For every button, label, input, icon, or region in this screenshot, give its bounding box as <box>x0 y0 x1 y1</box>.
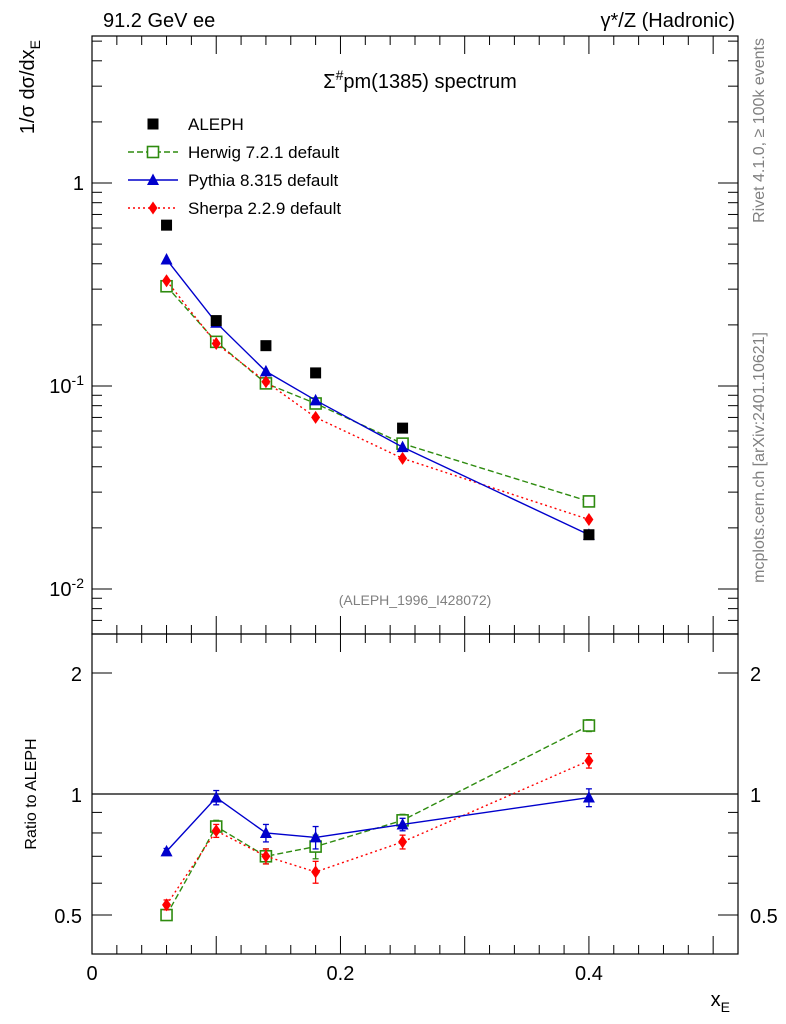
series-aleph <box>161 219 595 541</box>
header-energy-label: 91.2 GeV ee <box>103 10 215 32</box>
herwig-point <box>582 495 596 508</box>
legend-label: Pythia 8.315 default <box>188 171 339 190</box>
aleph-point <box>397 422 409 434</box>
mcplots-site-label: mcplots.cern.ch [arXiv:2401.10621] <box>751 332 768 583</box>
legend-label: Sherpa 2.2.9 default <box>188 199 341 218</box>
legend-label: ALEPH <box>188 115 244 134</box>
legend-marker <box>148 201 158 215</box>
ratio-sherpa-point <box>311 865 321 879</box>
main-y-tick-label: 1 <box>73 173 84 195</box>
chart-title: Σ#pm(1385) spectrum <box>323 67 517 93</box>
legend-marker <box>147 118 159 130</box>
ratio-y-tick-label-left: 0.5 <box>54 906 82 928</box>
legend-marker <box>146 145 160 159</box>
ratio-series-sherpa <box>162 752 594 912</box>
legend-marker <box>147 173 159 185</box>
pythia-point <box>396 440 409 453</box>
legend-entry-pythia: Pythia 8.315 default <box>128 171 339 190</box>
series-sherpa <box>162 274 594 526</box>
ratio-pythia-line <box>166 796 590 852</box>
ratio-pythia-point <box>309 830 322 843</box>
sherpa-point <box>211 336 221 350</box>
ratio-panel: Ratio to ALEPH xE 0.5 0.5 1 1 2 2 0 0.2 0.4 <box>23 633 778 1015</box>
ratio-herwig-point <box>582 719 596 732</box>
legend-entry-herwig: Herwig 7.2.1 default <box>128 143 339 162</box>
ratio-series-pythia <box>160 788 595 857</box>
sherpa-point <box>584 512 594 526</box>
sherpa-point <box>261 375 271 389</box>
ratio-sherpa-point <box>162 898 172 912</box>
pythia-line <box>165 259 590 536</box>
ratio-pythia-point <box>396 817 409 830</box>
x-tick-label: 0 <box>86 963 97 985</box>
main-y-tick-label: 10-1 <box>49 372 84 398</box>
aleph-point <box>161 219 173 231</box>
ratio-pythia-point <box>210 791 223 803</box>
aleph-point <box>310 367 322 379</box>
pythia-point <box>259 364 272 377</box>
ratio-sherpa-point <box>398 835 408 849</box>
ratio-sherpa-point <box>211 824 221 838</box>
pythia-point <box>309 393 322 406</box>
aleph-point <box>210 315 222 327</box>
main-spectrum-panel: Σ#pm(1385) spectrum (ALEPH_1996_I428072)… <box>17 35 739 635</box>
sherpa-point <box>398 451 408 465</box>
aleph-point <box>583 529 595 541</box>
legend-label: Herwig 7.2.1 default <box>188 143 339 162</box>
ratio-y-tick-label-right: 0.5 <box>750 906 778 928</box>
sherpa-point <box>162 274 172 288</box>
legend-entry-aleph: ALEPH <box>147 115 244 134</box>
ratio-pythia-point <box>582 791 595 803</box>
sherpa-line <box>165 280 590 521</box>
main-y-tick-label: 10-2 <box>49 575 84 601</box>
x-axis-label: xE <box>711 989 730 1015</box>
series-pythia <box>160 252 595 540</box>
ratio-herwig-line <box>165 724 590 916</box>
rivet-version-label: Rivet 4.1.0, ≥ 100k events <box>751 38 768 223</box>
herwig-line <box>166 285 590 503</box>
main-y-axis-label: 1/σ dσ/dxE <box>17 40 43 134</box>
ratio-y-tick-label-left: 2 <box>71 664 82 686</box>
ratio-pythia-point <box>160 844 173 857</box>
ratio-y-axis-label: Ratio to ALEPH <box>23 738 40 849</box>
ratio-y-tick-label-left: 1 <box>71 785 82 807</box>
ratio-series-herwig <box>160 719 596 922</box>
x-tick-label: 0.4 <box>575 963 603 985</box>
header-process-label: γ*/Z (Hadronic) <box>601 10 735 32</box>
pythia-point <box>160 252 173 265</box>
analysis-tag: (ALEPH_1996_I428072) <box>339 592 492 608</box>
x-tick-label: 0.2 <box>327 963 355 985</box>
ratio-sherpa-line <box>165 760 590 906</box>
aleph-point <box>260 340 272 352</box>
legend: ALEPH Herwig 7.2.1 default Pythia 8.315 de… <box>128 115 341 218</box>
legend-entry-sherpa: Sherpa 2.2.9 default <box>128 199 341 218</box>
sherpa-point <box>311 410 321 424</box>
ratio-sherpa-point <box>261 849 271 863</box>
ratio-pythia-point <box>259 826 272 838</box>
series-herwig <box>160 279 596 508</box>
ratio-sherpa-point <box>584 754 594 768</box>
ratio-y-tick-label-right: 2 <box>750 664 761 686</box>
ratio-y-tick-label-right: 1 <box>750 785 761 807</box>
